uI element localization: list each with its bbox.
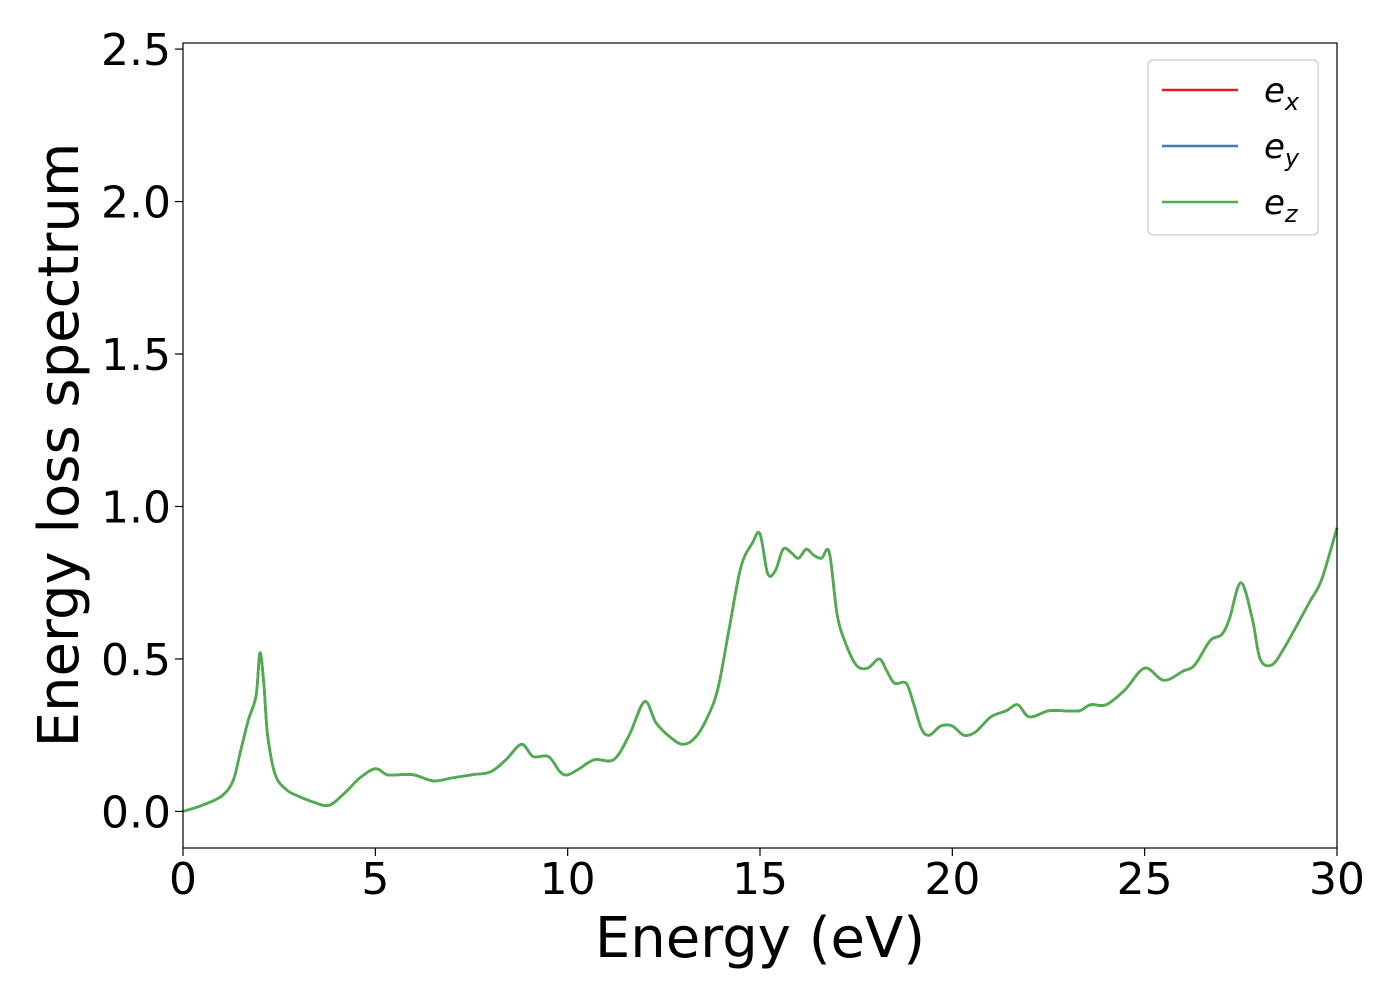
x-axis: 0 5 10 15 20 25 30 — [169, 848, 1365, 905]
legend-label-base: e — [1264, 183, 1285, 223]
x-tick-label: 30 — [1309, 854, 1365, 905]
legend-label-e_x: ex — [1264, 71, 1300, 116]
y-tick-label: 2.0 — [101, 178, 171, 229]
x-tick-label: 15 — [732, 854, 788, 905]
legend-label-subscript: x — [1284, 88, 1300, 116]
series-line-e_z — [182, 527, 1339, 813]
y-tick-label: 1.0 — [101, 482, 171, 533]
plot-area — [183, 43, 1337, 848]
y-axis: 0.0 0.5 1.0 1.5 2.0 2.5 — [101, 25, 183, 838]
legend-label-base: e — [1264, 127, 1285, 167]
x-tick-label: 5 — [361, 854, 389, 905]
series-layer — [182, 527, 1339, 813]
x-axis-label: Energy (eV) — [595, 906, 925, 971]
y-tick-label: 2.5 — [101, 25, 171, 76]
x-tick-label: 0 — [169, 854, 197, 905]
legend-label-e_z: ez — [1264, 183, 1299, 228]
x-tick-label: 25 — [1117, 854, 1173, 905]
legend-label-subscript: z — [1284, 200, 1299, 228]
y-axis-label: Energy loss spectrum — [27, 143, 92, 748]
y-tick-label: 1.5 — [101, 330, 171, 381]
legend-label-e_y: ey — [1264, 127, 1300, 172]
legend-label-subscript: y — [1284, 144, 1300, 172]
y-tick-label: 0.0 — [101, 787, 171, 838]
legend-label-base: e — [1264, 71, 1285, 111]
legend-box — [1147, 59, 1319, 236]
x-tick-label: 20 — [924, 854, 980, 905]
y-tick-label: 0.5 — [101, 635, 171, 686]
x-tick-label: 10 — [540, 854, 596, 905]
